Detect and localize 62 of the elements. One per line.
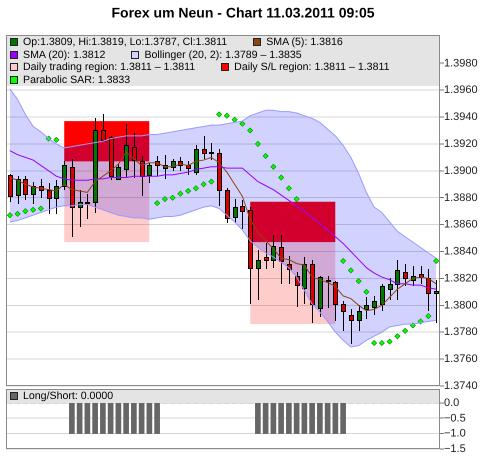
y-tick-label: 1.3900 [444, 164, 478, 177]
point [247, 128, 254, 134]
point [200, 181, 207, 188]
point [348, 267, 354, 274]
legend-label: Op:1.3809, Hi:1.3819, Lo:1.3787, Cl:1.3811 [23, 36, 228, 49]
point [53, 136, 60, 143]
point [371, 340, 378, 346]
point [270, 164, 276, 170]
point [154, 200, 160, 206]
point [208, 178, 214, 184]
y-tick-label: 1.3860 [444, 218, 478, 231]
point [177, 190, 184, 197]
point [38, 206, 44, 212]
point [262, 153, 269, 159]
point [192, 185, 199, 192]
point [30, 206, 36, 213]
legend-label: Daily trading region: 1.3811 – 1.3811 [23, 61, 196, 74]
y-tick-label: 1.3740 [444, 380, 478, 392]
y-tick-label: 1.3820 [444, 272, 478, 284]
point [22, 208, 28, 214]
point [6, 212, 13, 218]
point [378, 340, 385, 346]
y-tick-label: 1.3780 [444, 326, 478, 338]
point [425, 313, 432, 319]
y-tick-label: −1.0 [444, 428, 466, 440]
legend-label: Parabolic SAR: 1.3833 [23, 74, 130, 86]
point [294, 196, 300, 202]
legend-label: SMA (20): 1.3812 [23, 48, 106, 62]
y-tick-label: 1.3760 [444, 353, 478, 366]
point [356, 278, 362, 284]
chart-title: Forex um Neun - Chart 11.03.2011 09:05 [111, 4, 375, 20]
y-tick-label: 1.3800 [444, 299, 478, 312]
point [185, 188, 192, 194]
point [239, 120, 246, 127]
legend-label: Daily S/L region: 1.3811 – 1.3811 [234, 61, 390, 74]
legend-label: Long/Short: 0.0000 [23, 390, 114, 403]
y-tick-label: 1.3840 [444, 246, 478, 258]
point [386, 338, 393, 345]
point [402, 328, 408, 334]
point [162, 196, 168, 202]
point [170, 194, 176, 201]
point [216, 111, 222, 118]
y-tick-label: 1.3920 [444, 138, 478, 150]
y-tick-label: 0.0 [444, 396, 460, 409]
y-tick-label: −1.5 [444, 443, 466, 456]
y-tick-label: −0.5 [444, 412, 466, 424]
point [232, 116, 238, 123]
point [363, 288, 370, 295]
point [433, 258, 440, 264]
y-tick-label: 1.3940 [444, 111, 478, 124]
point [394, 333, 400, 340]
y-tick-label: 1.3960 [444, 84, 478, 96]
y-tick-label: 1.3980 [444, 57, 478, 70]
point [224, 112, 230, 119]
legend-label: Bollinger (20, 2): 1.3789 – 1.3835 [144, 48, 302, 62]
point [14, 210, 21, 217]
point [254, 141, 261, 147]
y-tick-label: 1.3880 [444, 192, 478, 204]
legend-label: SMA (5): 1.3816 [266, 36, 343, 49]
point [278, 174, 284, 180]
point [286, 185, 292, 192]
point [340, 258, 346, 264]
